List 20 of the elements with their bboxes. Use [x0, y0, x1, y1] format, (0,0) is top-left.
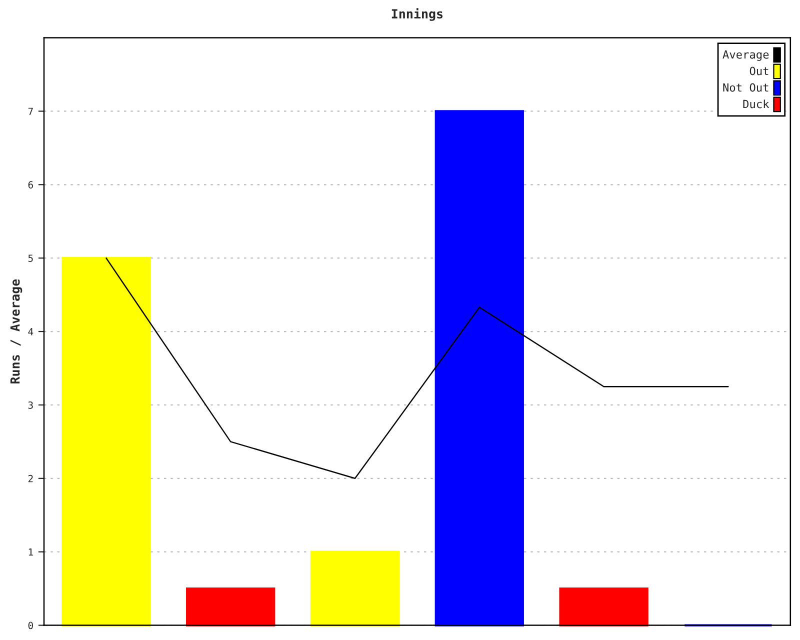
legend-label: Not Out: [723, 83, 768, 92]
legend-label: Duck: [743, 100, 770, 108]
bar: [186, 588, 276, 626]
line-series: [106, 257, 729, 480]
y-tick-label: 4: [28, 328, 34, 336]
chart-title: Innings: [392, 8, 443, 21]
y-tick-label: 1: [28, 548, 33, 556]
bar: [310, 550, 400, 626]
bar: [559, 588, 648, 626]
y-tick-label: 3: [28, 401, 33, 409]
y-tick-label: 2: [28, 474, 33, 482]
bar: [434, 110, 524, 626]
legend-label: Average: [722, 50, 769, 61]
y-tick-label: 6: [28, 181, 33, 188]
bar: [62, 257, 151, 626]
y-tick-label: 7: [28, 108, 33, 115]
y-axis-title: Runs / Average: [10, 279, 22, 384]
y-tick-label: 5: [28, 254, 33, 262]
y-tick-label: 0: [28, 622, 33, 630]
legend-label: Out: [750, 66, 768, 76]
